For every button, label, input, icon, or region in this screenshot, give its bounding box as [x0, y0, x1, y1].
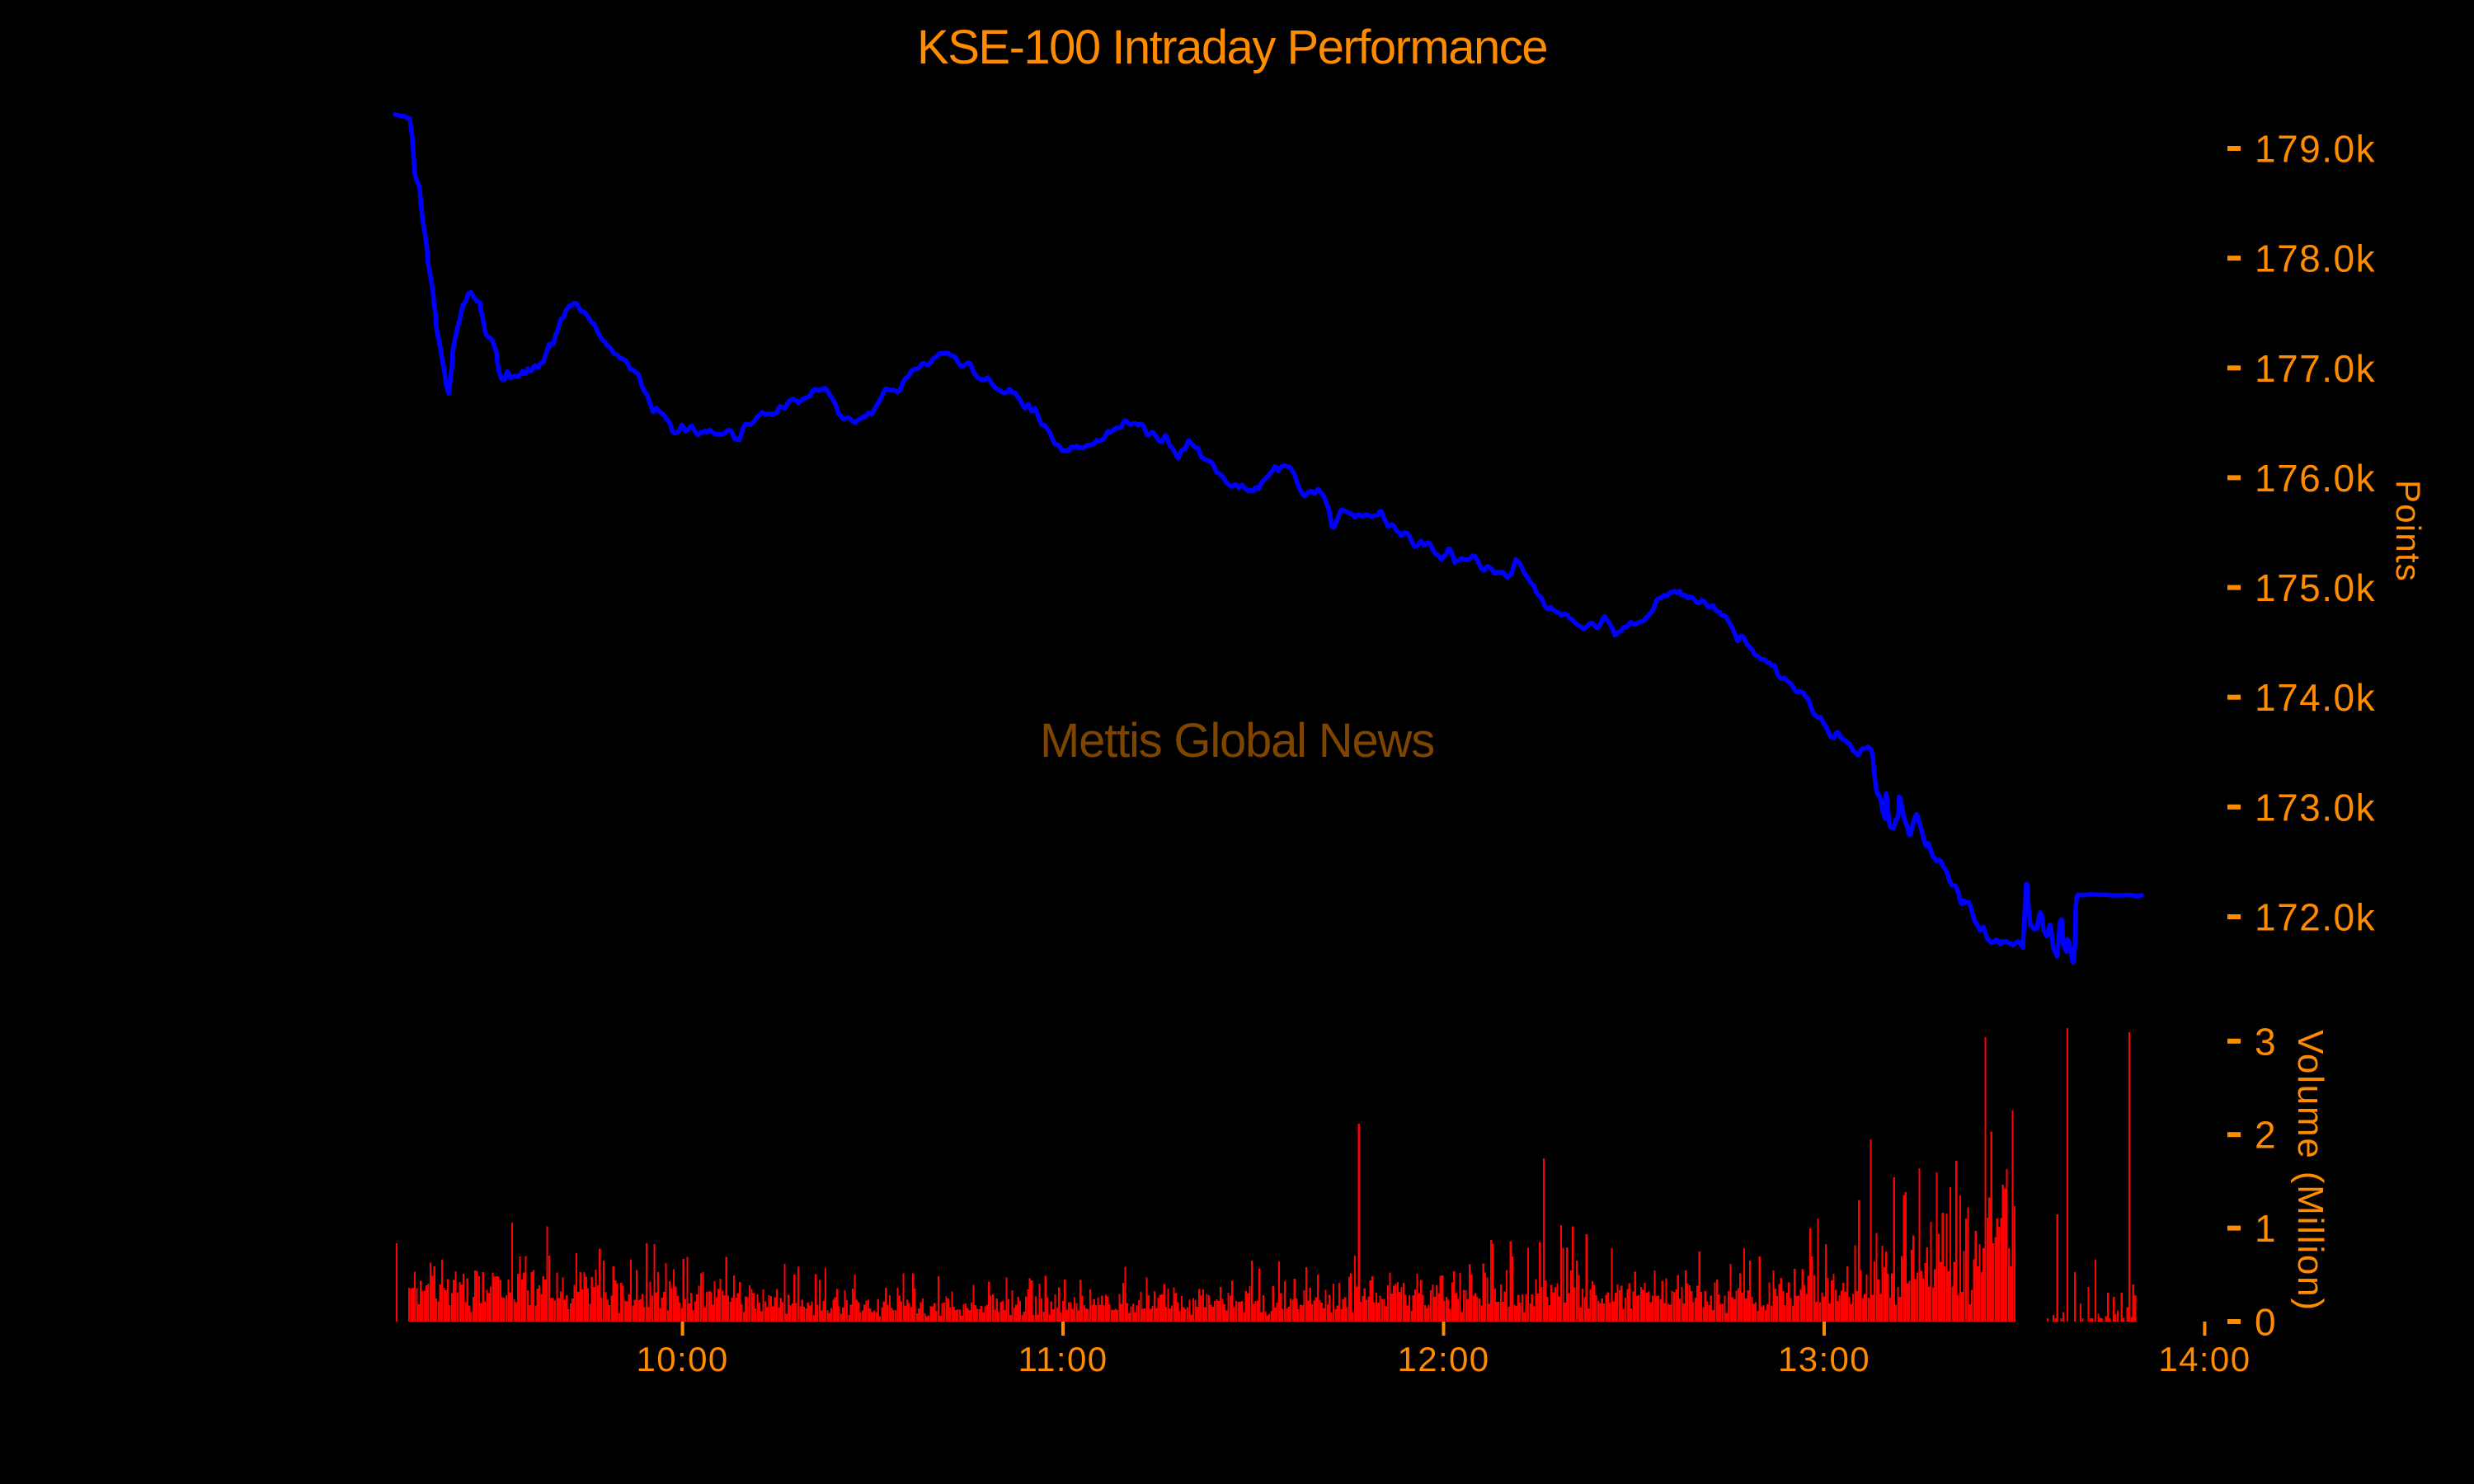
svg-text:KSE-100 Intraday Performance: KSE-100 Intraday Performance — [917, 21, 1547, 74]
svg-text:178.0k: 178.0k — [2255, 237, 2376, 280]
svg-text:172.0k: 172.0k — [2255, 896, 2376, 939]
svg-text:173.0k: 173.0k — [2255, 786, 2376, 829]
svg-text:10:00: 10:00 — [637, 1340, 729, 1378]
svg-text:14:00: 14:00 — [2158, 1340, 2251, 1378]
svg-text:179.0k: 179.0k — [2255, 128, 2376, 171]
svg-text:175.0k: 175.0k — [2255, 566, 2376, 609]
svg-text:1: 1 — [2255, 1207, 2277, 1250]
svg-text:2: 2 — [2255, 1114, 2277, 1157]
svg-text:Points: Points — [2389, 480, 2428, 582]
svg-text:174.0k: 174.0k — [2255, 676, 2376, 719]
svg-text:Volume (Million): Volume (Million) — [2290, 1030, 2331, 1312]
svg-text:13:00: 13:00 — [1778, 1340, 1870, 1378]
svg-text:177.0k: 177.0k — [2255, 347, 2376, 390]
svg-text:0: 0 — [2255, 1301, 2277, 1344]
svg-text:Mettis Global News: Mettis Global News — [1040, 714, 1434, 768]
svg-text:3: 3 — [2255, 1020, 2277, 1063]
svg-text:12:00: 12:00 — [1397, 1340, 1489, 1378]
svg-text:11:00: 11:00 — [1018, 1340, 1108, 1378]
svg-text:176.0k: 176.0k — [2255, 457, 2376, 500]
